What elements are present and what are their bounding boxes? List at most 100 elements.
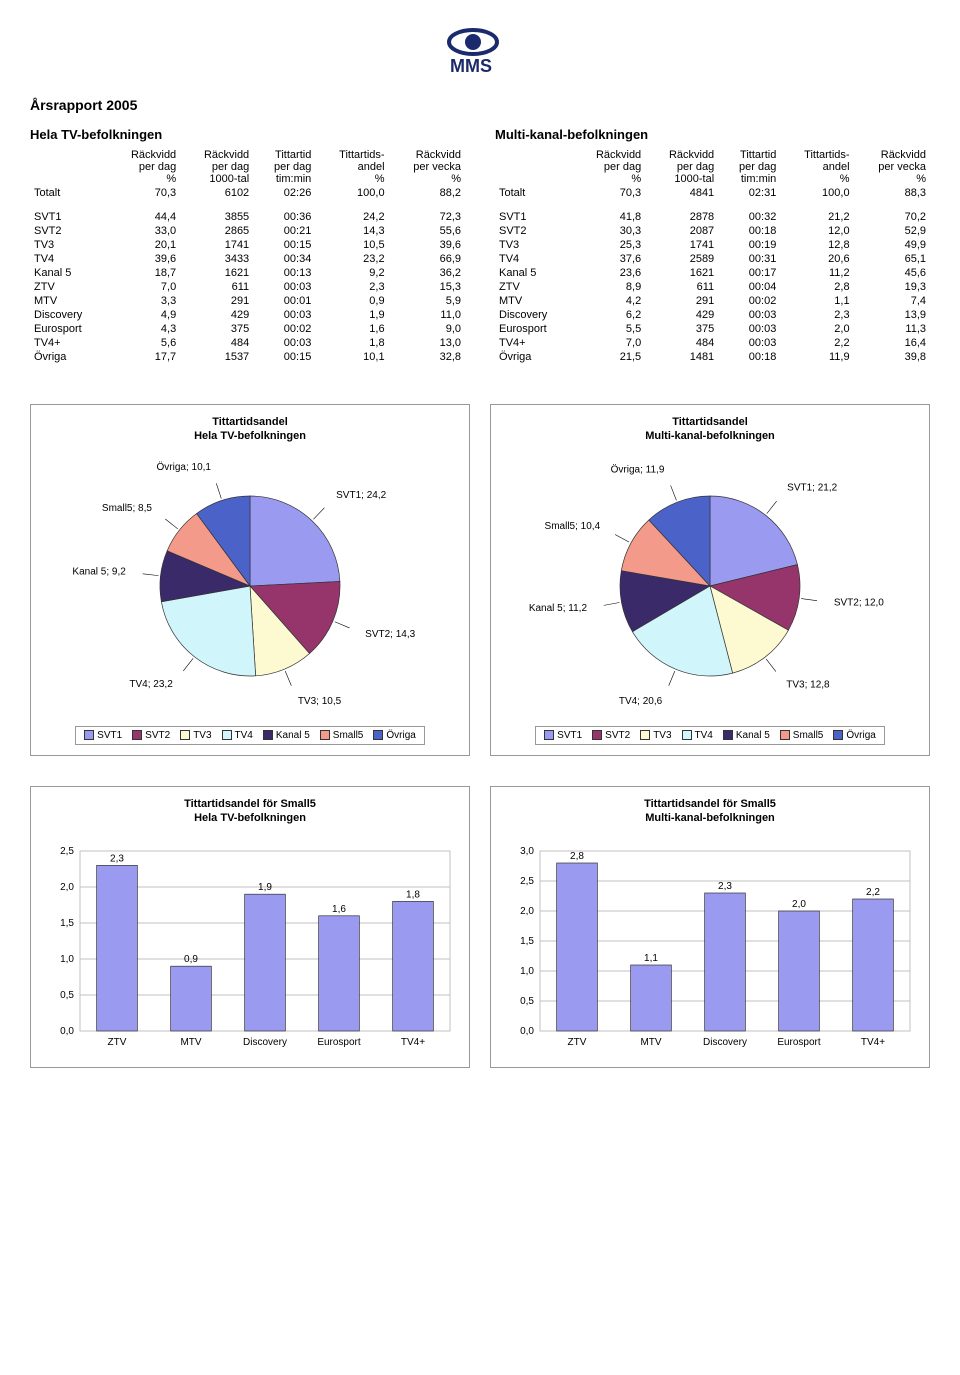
row-cell: 66,9: [389, 252, 465, 266]
row-cell: 7,0: [107, 280, 180, 294]
row-cell: 2589: [645, 252, 718, 266]
bar-discovery: [705, 893, 746, 1031]
bar-right-title1: Tittartidsandel för Small5: [644, 798, 776, 810]
pie-chart-left: Tittartidsandel Hela TV-befolkningen SVT…: [30, 404, 470, 756]
row-cell: 3855: [180, 210, 253, 224]
row-cell: 1621: [180, 266, 253, 280]
row-cell: 11,0: [389, 308, 465, 322]
y-tick-label: 1,5: [520, 936, 534, 947]
legend-swatch: [833, 730, 843, 740]
bar-category-label: MTV: [180, 1037, 201, 1048]
legend-swatch: [320, 730, 330, 740]
row-cell: 00:18: [718, 350, 780, 364]
total-cell: 100,0: [315, 186, 388, 200]
row-label: Övriga: [30, 350, 107, 364]
legend-swatch: [373, 730, 383, 740]
row-cell: 44,4: [107, 210, 180, 224]
legend-swatch: [544, 730, 554, 740]
legend-swatch: [682, 730, 692, 740]
pie-label: SVT1; 24,2: [336, 490, 386, 501]
row-label: SVT1: [495, 210, 572, 224]
bar-category-label: TV4+: [401, 1037, 425, 1048]
row-cell: 17,7: [107, 350, 180, 364]
bar-value-label: 1,1: [644, 953, 658, 964]
pie-label: TV3; 12,8: [786, 679, 830, 690]
row-cell: 00:36: [253, 210, 315, 224]
pie-right-title2: Multi-kanal-befolkningen: [645, 430, 775, 442]
total-cell: 70,3: [572, 186, 645, 200]
legend-label: Kanal 5: [276, 730, 310, 741]
row-cell: 5,9: [389, 294, 465, 308]
y-tick-label: 0,0: [60, 1026, 74, 1037]
legend-label: Small5: [333, 730, 364, 741]
total-cell: 6102: [180, 186, 253, 200]
bar-mtv: [171, 966, 212, 1031]
bar-discovery: [245, 894, 286, 1031]
y-tick-label: 2,5: [520, 876, 534, 887]
pie-chart-right: Tittartidsandel Multi-kanal-befolkningen…: [490, 404, 930, 756]
pie-label: TV4; 23,2: [129, 679, 173, 690]
legend-item: TV3: [640, 730, 671, 741]
pie-label: TV3; 10,5: [298, 696, 342, 707]
row-cell: 00:15: [253, 238, 315, 252]
row-cell: 23,6: [572, 266, 645, 280]
bar-category-label: Discovery: [703, 1037, 747, 1048]
bar-category-label: Eurosport: [317, 1037, 361, 1048]
legend-label: SVT2: [145, 730, 170, 741]
bar-category-label: ZTV: [108, 1037, 127, 1048]
bar-chart-right: Tittartidsandel för Small5 Multi-kanal-b…: [490, 786, 930, 1069]
legend-swatch: [222, 730, 232, 740]
bar-category-label: TV4+: [861, 1037, 885, 1048]
row-cell: 429: [180, 308, 253, 322]
total-cell: 100,0: [780, 186, 853, 200]
row-cell: 19,3: [854, 280, 930, 294]
pie-right-svg: SVT1; 21,2SVT2; 12,0TV3; 12,8TV4; 20,6Ka…: [500, 456, 920, 716]
row-label: SVT2: [495, 224, 572, 238]
pie-slice-svt1: [250, 496, 340, 586]
row-cell: 00:03: [718, 308, 780, 322]
logo-mms: MMS: [30, 24, 930, 79]
row-cell: 7,4: [854, 294, 930, 308]
row-cell: 7,0: [572, 336, 645, 350]
row-cell: 1537: [180, 350, 253, 364]
total-cell: 02:26: [253, 186, 315, 200]
legend-item: SVT2: [132, 730, 170, 741]
row-cell: 11,9: [780, 350, 853, 364]
row-cell: 13,9: [854, 308, 930, 322]
table-right: Multi-kanal-befolkningen Räckviddper dag…: [495, 127, 930, 364]
row-cell: 1741: [645, 238, 718, 252]
row-cell: 611: [645, 280, 718, 294]
row-cell: 00:03: [718, 336, 780, 350]
legend-label: SVT1: [557, 730, 582, 741]
legend-swatch: [180, 730, 190, 740]
row-cell: 36,2: [389, 266, 465, 280]
row-cell: 21,2: [780, 210, 853, 224]
pie-label: Small5; 8,5: [102, 503, 152, 514]
row-cell: 12,0: [780, 224, 853, 238]
svg-text:MMS: MMS: [450, 56, 492, 76]
pie-left-title2: Hela TV-befolkningen: [194, 430, 306, 442]
row-cell: 2878: [645, 210, 718, 224]
row-label: TV3: [30, 238, 107, 252]
pie-left-svg: SVT1; 24,2SVT2; 14,3TV3; 10,5TV4; 23,2Ka…: [40, 456, 460, 716]
tables-row: Hela TV-befolkningen Räckviddper dag%Räc…: [30, 127, 930, 364]
row-cell: 72,3: [389, 210, 465, 224]
pie-label: TV4; 20,6: [619, 696, 663, 707]
row-cell: 21,5: [572, 350, 645, 364]
y-tick-label: 0,5: [60, 990, 74, 1001]
bar-right-svg: 0,00,51,01,52,02,53,02,8ZTV1,1MTV2,3Disc…: [500, 837, 920, 1057]
row-cell: 25,3: [572, 238, 645, 252]
legend-item: Övriga: [833, 730, 875, 741]
bar-left-title1: Tittartidsandel för Small5: [184, 798, 316, 810]
row-cell: 20,1: [107, 238, 180, 252]
total-cell: 88,2: [389, 186, 465, 200]
bar-value-label: 0,9: [184, 954, 198, 965]
row-label: Kanal 5: [495, 266, 572, 280]
row-label: Kanal 5: [30, 266, 107, 280]
legend-item: TV4: [222, 730, 253, 741]
row-cell: 13,0: [389, 336, 465, 350]
row-cell: 4,3: [107, 322, 180, 336]
row-cell: 00:34: [253, 252, 315, 266]
bar-right-title2: Multi-kanal-befolkningen: [645, 812, 775, 824]
table-right-title: Multi-kanal-befolkningen: [495, 127, 930, 142]
